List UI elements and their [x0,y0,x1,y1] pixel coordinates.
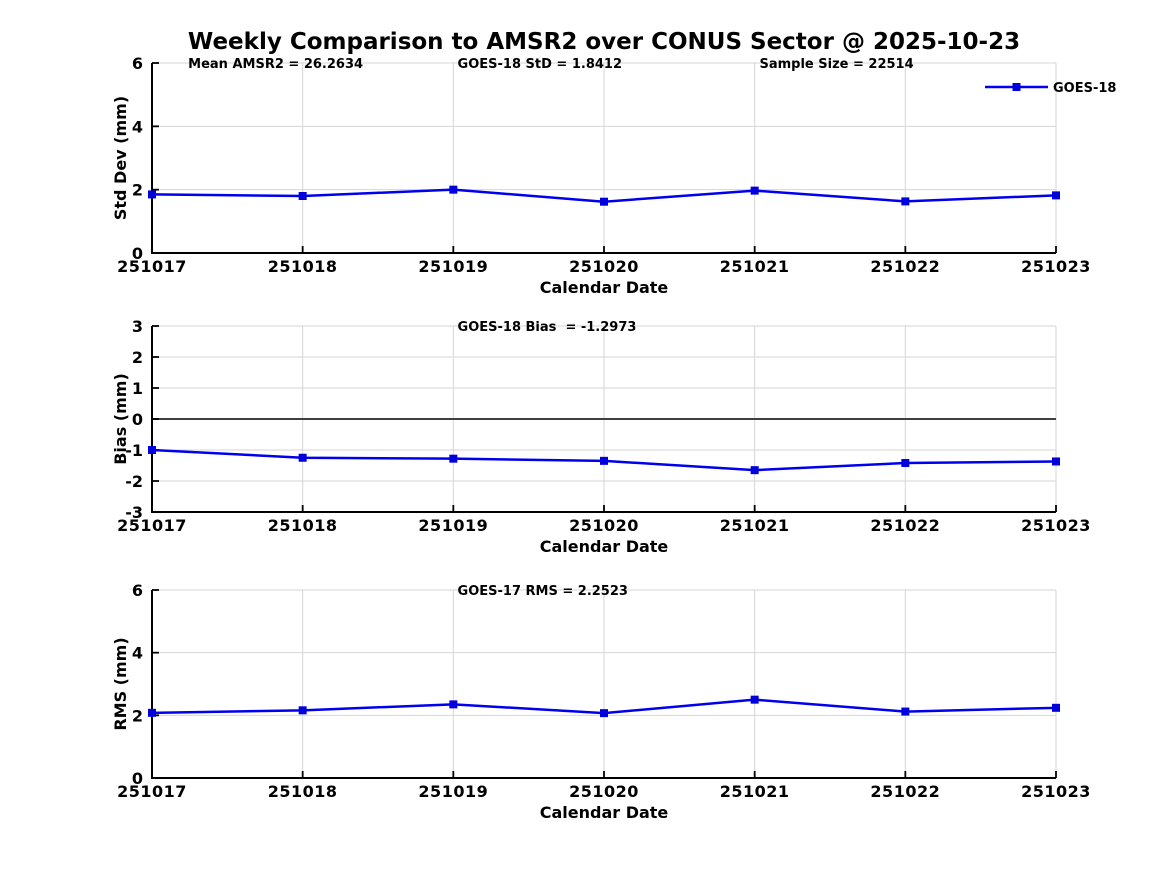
y-tick-label: -2 [125,472,143,491]
x-tick-label: 251020 [569,257,639,276]
x-tick-label: 251021 [720,516,790,535]
data-point-marker [901,459,910,468]
y-tick-label: 2 [132,348,143,367]
data-point-marker [1052,703,1060,712]
x-tick-label: 251018 [268,782,338,801]
data-point-marker [1052,457,1060,466]
y-tick-label: 4 [132,117,143,136]
y-tick-label: -1 [125,441,143,460]
y-tick-label: 6 [132,54,143,73]
figure-title: Weekly Comparison to AMSR2 over CONUS Se… [187,29,1021,55]
annotation: GOES-18 StD = 1.8412 [458,57,622,72]
annotation: Mean AMSR2 = 26.2634 [188,57,363,72]
x-tick-label: 251021 [720,257,790,276]
data-point-marker [148,708,156,717]
annotation: GOES-17 RMS = 2.2523 [458,584,628,599]
data-point-marker [298,192,307,200]
data-point-marker [449,185,458,194]
legend: GOES-18 [985,81,1116,96]
annotation: Sample Size = 22514 [759,57,913,72]
x-tick-label: 251017 [117,782,187,801]
data-point-marker [600,709,608,718]
y-tick-label: 0 [132,244,143,263]
data-point-marker [148,446,156,454]
data-point-marker [750,466,759,475]
y-tick-label: 4 [132,644,143,663]
rms-plot: 0 2 4 6 251017 251018 251019 251020 251021 251022… [111,581,1091,822]
data-point-marker [901,707,910,716]
y-tick-label: 2 [132,181,143,200]
x-tick-label: 251020 [569,782,639,801]
std-dev-plot: 0 2 4 6 251017 251018 251019 251020 251021 251022… [111,54,1116,297]
x-tick-label: 251017 [117,516,187,535]
data-point-marker [600,456,608,465]
y-tick-label: 6 [132,581,143,600]
y-axis-label: Bias (mm) [111,373,130,465]
x-tick-label: 251022 [870,782,940,801]
x-tick-label: 251018 [268,257,338,276]
y-tick-label: 0 [132,410,143,429]
data-point-marker [298,706,307,715]
x-tick-label: 251022 [870,257,940,276]
data-point-marker [298,453,307,462]
data-point-marker [449,454,458,463]
data-point-marker [449,700,458,709]
y-tick-label: 3 [132,317,143,336]
y-tick-label: -3 [125,503,143,522]
y-axis-label: RMS (mm) [111,637,130,730]
y-tick-label: 0 [132,769,143,788]
x-tick-label: 251021 [720,782,790,801]
x-tick-label: 251023 [1021,257,1091,276]
y-tick-label: 1 [132,379,143,398]
x-tick-label: 251018 [268,516,338,535]
data-point-marker [148,190,156,199]
data-point-marker [901,197,910,206]
x-axis-label: Calendar Date [540,278,669,297]
annotation: GOES-18 Bias = -1.2973 [458,320,637,335]
x-tick-label: 251019 [418,516,488,535]
legend-label: GOES-18 [1053,81,1116,96]
x-axis-label: Calendar Date [540,537,669,556]
x-axis-label: Calendar Date [540,803,669,822]
bias-plot: -3 -2 -1 0 1 2 3 251017 251018 251019 251020 251021… [111,317,1091,556]
x-tick-label: 251017 [117,257,187,276]
x-tick-label: 251019 [418,257,488,276]
data-point-marker [1052,191,1060,200]
legend-marker-sample [1012,83,1021,91]
x-tick-label: 251022 [870,516,940,535]
x-tick-label: 251023 [1021,516,1091,535]
y-axis-label: Std Dev (mm) [111,96,130,220]
data-point-marker [600,197,608,206]
x-tick-label: 251019 [418,782,488,801]
x-tick-label: 251020 [569,516,639,535]
x-tick-label: 251023 [1021,782,1091,801]
data-point-marker [750,695,759,704]
data-point-marker [750,186,759,195]
y-tick-label: 2 [132,706,143,725]
